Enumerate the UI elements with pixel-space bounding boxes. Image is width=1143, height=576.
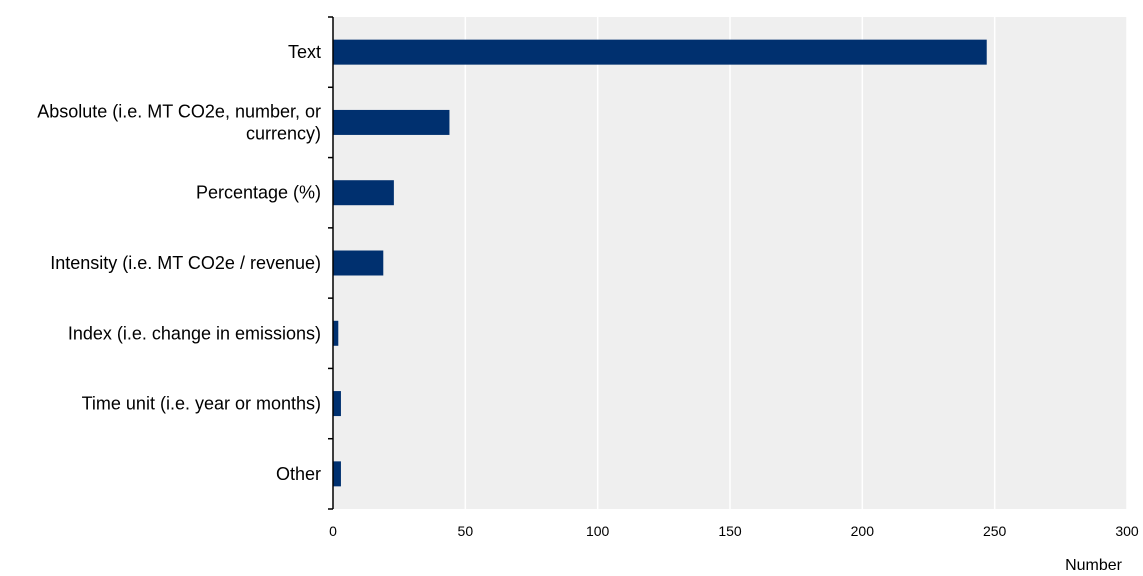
category-label: Other	[276, 464, 321, 484]
x-tick-label: 100	[586, 523, 610, 539]
category-labels: Text Absolute (i.e. MT CO2e, number, orcu…	[37, 42, 321, 484]
bar	[333, 109, 450, 135]
x-tick-label: 0	[329, 523, 337, 539]
x-tick-label: 200	[851, 523, 875, 539]
category-label: Text	[288, 42, 321, 62]
gridlines	[464, 17, 1128, 509]
x-tick-label: 250	[983, 523, 1007, 539]
x-tick-label: 150	[718, 523, 742, 539]
bar	[333, 39, 987, 65]
x-axis-title: Number	[1065, 557, 1123, 574]
y-axis	[328, 16, 334, 510]
category-label: Time unit (i.e. year or months)	[82, 394, 321, 414]
bars	[333, 39, 987, 487]
bar	[333, 180, 394, 206]
bar	[333, 250, 384, 276]
x-tick-label: 50	[458, 523, 474, 539]
bar	[333, 320, 339, 346]
x-tick-label: 300	[1115, 523, 1139, 539]
category-label: Index (i.e. change in emissions)	[68, 323, 321, 343]
category-label: Absolute (i.e. MT CO2e, number, or	[37, 101, 321, 121]
x-tick-labels: 0 50 100 150 200 250 300	[329, 523, 1139, 539]
category-label: currency)	[246, 123, 321, 143]
bar	[333, 461, 341, 487]
category-label: Percentage (%)	[196, 183, 321, 203]
category-label: Intensity (i.e. MT CO2e / revenue)	[50, 253, 321, 273]
bar	[333, 391, 341, 417]
